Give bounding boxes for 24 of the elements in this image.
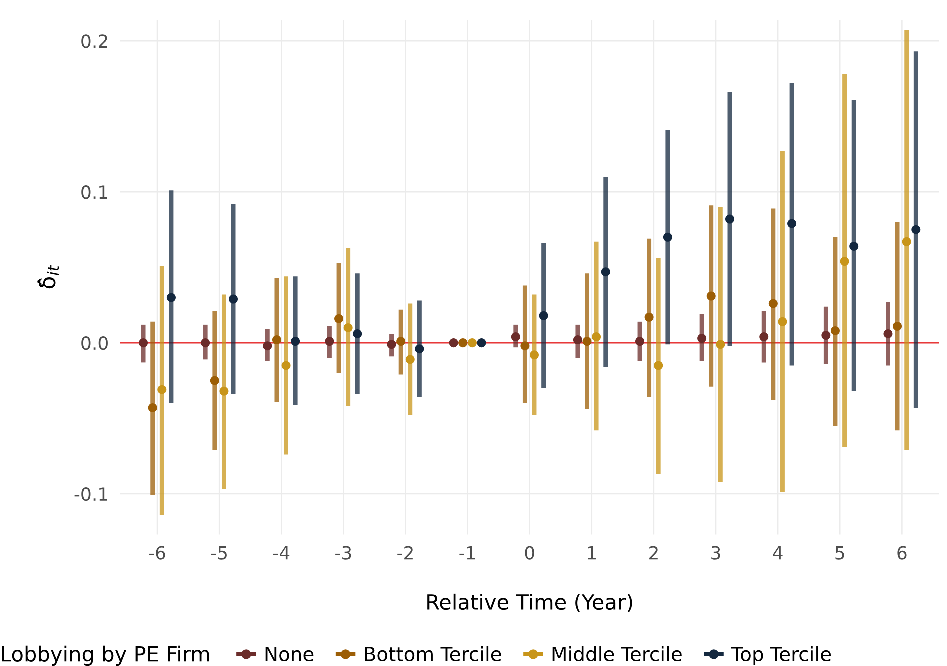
y-tick-label: -0.1 [74, 487, 108, 502]
x-tick-label: 1 [588, 546, 596, 560]
x-tick-label: 4 [773, 546, 783, 560]
y-tick-label: 0.1 [82, 186, 108, 200]
x-tick-label: 6 [898, 546, 907, 560]
x-tick-label: 3 [712, 546, 720, 560]
x-tick-label: -3 [336, 546, 352, 560]
x-axis-title: Relative Time (Year) [428, 594, 632, 613]
x-tick-label: -2 [398, 546, 413, 560]
x-tick-label: 5 [836, 546, 844, 560]
x-tick-label: 2 [650, 546, 658, 560]
y-axis-title: δ̂$_{it}$ [38, 265, 60, 289]
legend-label: None [266, 647, 314, 662]
legend-label: Bottom Tercile [365, 646, 502, 662]
x-tick-label: -6 [149, 546, 166, 560]
x-tick-label: -1 [460, 546, 476, 560]
y-tick-label: 0.2 [82, 34, 108, 48]
x-tick-label: -5 [211, 546, 227, 560]
x-tick-label: 0 [525, 546, 534, 560]
legend-title: Lobbying by PE Firm [2, 646, 210, 666]
legend-label: Top Tercile [731, 646, 832, 666]
x-tick-label: -4 [274, 546, 290, 560]
y-tick-label: 0.0 [82, 336, 108, 350]
legend-label: Middle Tercile [552, 646, 682, 662]
